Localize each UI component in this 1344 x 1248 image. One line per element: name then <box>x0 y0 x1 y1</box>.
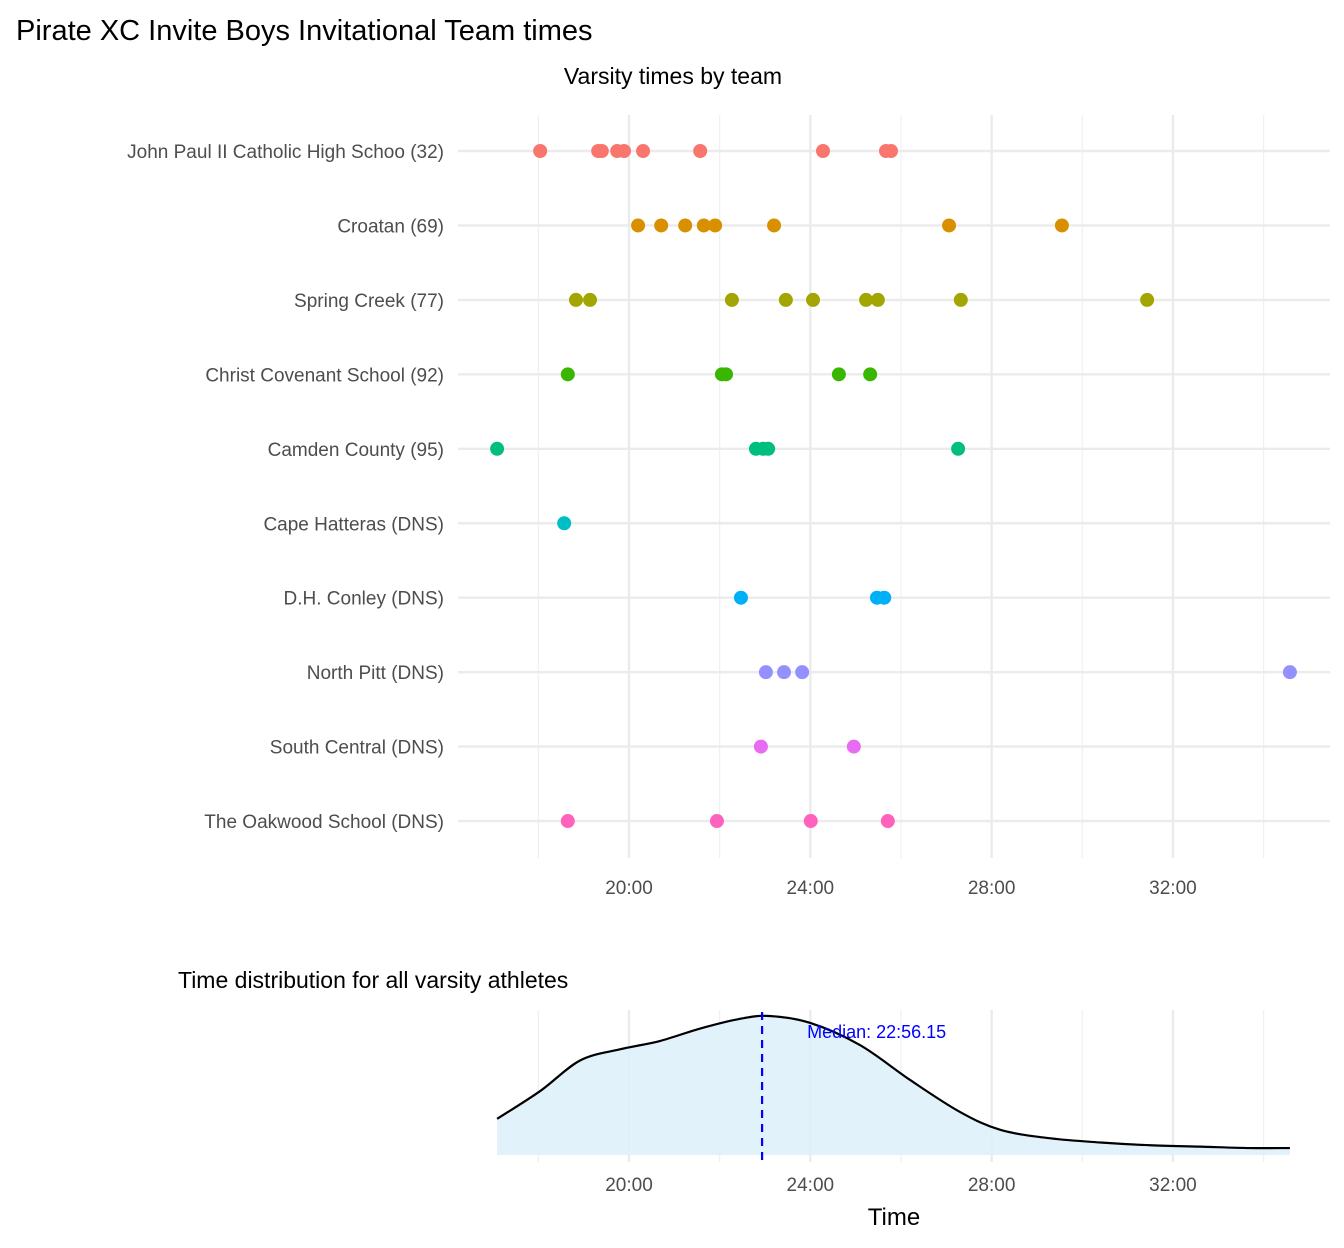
x-tick-label: 32:00 <box>1149 1175 1197 1196</box>
data-point <box>560 367 575 382</box>
data-point <box>777 665 792 680</box>
data-point <box>803 814 818 829</box>
x-tick-label: 28:00 <box>968 1175 1016 1196</box>
data-point <box>880 814 895 829</box>
data-point <box>617 144 632 158</box>
data-point <box>846 739 861 754</box>
data-point <box>636 144 651 158</box>
data-point <box>1282 665 1297 680</box>
data-point <box>708 218 723 233</box>
team-label: South Central (DNS) <box>270 738 444 759</box>
team-label: Camden County (95) <box>268 440 444 461</box>
team-label: John Paul II Catholic High Schoo (32) <box>127 142 444 163</box>
team-label: Spring Creek (77) <box>294 291 444 312</box>
data-point <box>767 218 782 233</box>
data-point <box>560 814 575 829</box>
data-point <box>953 292 968 307</box>
data-point <box>678 218 693 233</box>
team-label: Croatan (69) <box>337 216 444 237</box>
data-point <box>533 144 548 158</box>
team-label: North Pitt (DNS) <box>307 663 444 684</box>
density-subtitle: Time distribution for all varsity athlet… <box>178 967 568 993</box>
scatter-subtitle: Varsity times by team <box>564 63 782 89</box>
density-fill <box>497 1015 1290 1155</box>
chart-title: Pirate XC Invite Boys Invitational Team … <box>16 15 593 47</box>
data-point <box>870 292 885 307</box>
team-label: Cape Hatteras (DNS) <box>263 514 444 535</box>
median-label: Median: 22:56.15 <box>807 1022 946 1042</box>
data-point <box>951 441 966 456</box>
scatter-x-ticks: 20:00 24:00 28:00 32:00 <box>605 878 1197 899</box>
data-point <box>816 144 831 158</box>
x-tick-label: 20:00 <box>605 878 653 899</box>
scatter-points <box>490 144 1297 829</box>
density-area: Median: 22:56.15 <box>496 1012 1290 1162</box>
data-point <box>568 292 583 307</box>
data-point <box>859 292 874 307</box>
data-point <box>693 144 708 158</box>
team-label: D.H. Conley (DNS) <box>284 589 444 610</box>
scatter-gridlines <box>458 115 1330 858</box>
data-point <box>1054 218 1069 233</box>
data-point <box>778 292 793 307</box>
x-tick-label: 32:00 <box>1149 878 1197 899</box>
density-curve <box>496 1014 1290 1150</box>
data-point <box>758 665 773 680</box>
x-tick-label: 24:00 <box>787 878 835 899</box>
data-point <box>490 441 505 456</box>
data-point <box>831 367 846 382</box>
data-point <box>1140 292 1155 307</box>
data-point <box>795 665 810 680</box>
team-label: The Oakwood School (DNS) <box>204 812 444 833</box>
data-point <box>942 218 957 233</box>
data-point <box>583 292 598 307</box>
x-tick-label: 24:00 <box>787 1175 835 1196</box>
x-axis-label: Time <box>868 1204 920 1231</box>
data-point <box>733 590 748 605</box>
data-point <box>724 292 739 307</box>
data-point <box>877 590 892 605</box>
data-point <box>631 218 646 233</box>
data-point <box>753 739 768 754</box>
data-point <box>719 367 734 382</box>
data-point <box>884 144 899 158</box>
data-point <box>654 218 669 233</box>
data-point <box>709 814 724 829</box>
team-label: Christ Covenant School (92) <box>205 365 444 386</box>
data-point <box>761 441 776 456</box>
data-point <box>806 292 821 307</box>
x-tick-label: 20:00 <box>605 1175 653 1196</box>
data-point <box>696 218 711 233</box>
data-point <box>594 144 609 158</box>
data-point <box>557 516 572 531</box>
data-point <box>863 367 878 382</box>
team-labels: John Paul II Catholic High Schoo (32) Cro… <box>127 142 444 833</box>
x-tick-label: 28:00 <box>968 878 1016 899</box>
density-x-ticks: 20:00 24:00 28:00 32:00 <box>605 1175 1197 1196</box>
